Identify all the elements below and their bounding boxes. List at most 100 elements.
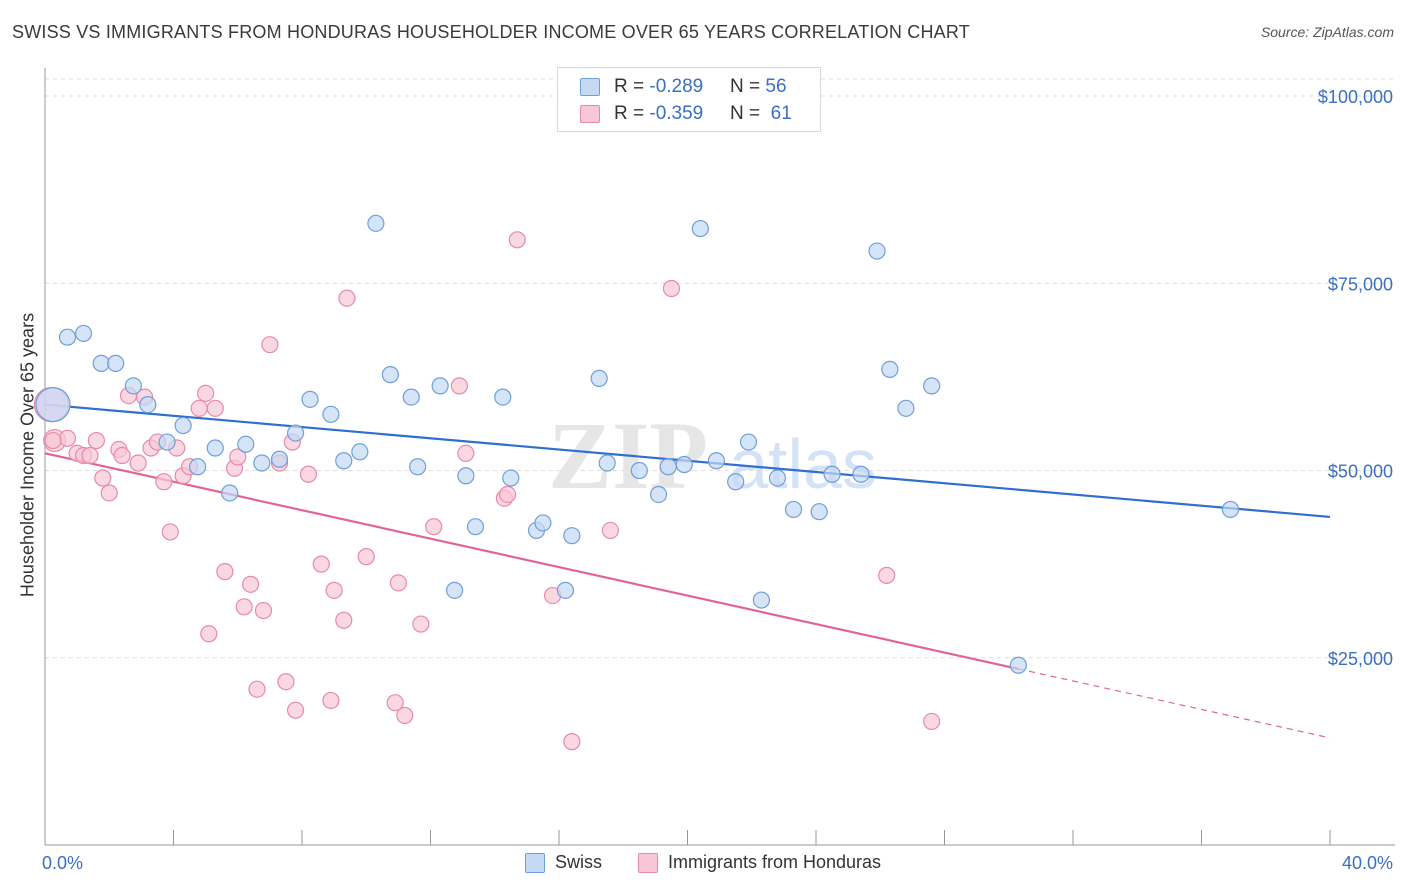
series-legend: Swiss Immigrants from Honduras [0,852,1406,873]
r-value: -0.359 [649,103,704,124]
swiss-point [675,455,693,474]
honduras-point [242,575,260,593]
swiss-point [598,454,616,472]
honduras-point [878,566,896,584]
swiss-swatch [524,852,545,873]
swiss-point [752,591,770,609]
honduras-point [235,598,253,616]
honduras-point [457,444,475,462]
honduras-point [248,680,266,698]
honduras-point [386,694,404,712]
honduras-point [261,336,279,354]
swiss-point [107,354,125,372]
swiss-point [707,452,726,470]
honduras-point [338,289,356,307]
y-tick-label: $50,000 [1328,462,1393,482]
swiss-point [188,458,207,476]
swiss-point [124,377,142,395]
axis-labels: $25,000 $50,000 $75,000 $100,000 0.0% 40.0% [42,87,1393,873]
swiss-point [139,395,157,414]
honduras-point [277,673,295,691]
swiss-point [158,433,176,451]
legend-row-swiss: R = -0.289 N = 56 [580,75,787,99]
y-tick-label: $25,000 [1328,649,1393,669]
n-label: N = [730,103,761,124]
honduras-point [229,448,247,466]
honduras-point [425,518,443,536]
correlation-legend: R = -0.289 N = 56 R = -0.359 N = 61 [557,67,821,132]
swiss-point [221,484,239,502]
swiss-point [253,454,271,472]
swiss-point [445,581,464,599]
honduras-point [601,521,620,540]
swiss-point [74,324,93,343]
swiss-point [852,465,870,483]
honduras-point [357,548,375,566]
honduras-point [200,625,218,643]
swiss-point [563,527,581,545]
honduras-point [450,377,469,395]
y-axis-label: Householder Income Over 65 years [17,312,38,598]
honduras-point [412,615,430,633]
honduras-point [94,469,112,487]
swiss-point [402,388,420,406]
swiss-point [556,581,575,599]
swiss-point [768,469,787,487]
swiss-point [335,452,353,470]
swiss-point [868,242,886,260]
swiss-point [381,366,399,384]
honduras-point [325,581,343,599]
r-label: R = [614,76,650,97]
n-value: 61 [765,103,792,124]
legend-item-swiss[interactable]: Swiss [524,852,602,873]
honduras-point [312,555,330,573]
swiss-point [237,435,255,453]
swiss-point [784,500,803,519]
honduras-point [286,701,305,719]
swiss-points [35,214,1240,674]
swiss-point [367,214,385,232]
swiss-point [351,443,369,461]
swiss-point [58,328,77,346]
honduras-point [396,706,414,725]
swiss-point [590,369,608,387]
swiss-point [92,354,110,372]
swiss-point [286,424,305,442]
honduras-point [499,485,517,504]
honduras-point [197,384,215,402]
honduras-point [161,523,179,541]
honduras-point [216,563,234,581]
source-label: Source: ZipAtlas.com [1260,24,1394,40]
swiss-point [881,360,899,378]
honduras-point [113,446,131,465]
honduras-point [44,431,62,450]
swiss-point [691,219,709,238]
swiss-point [35,386,71,423]
swiss-point [494,388,512,406]
legend-row-honduras: R = -0.359 N = 61 [580,102,792,126]
swiss-point [739,433,758,451]
swiss-point [659,458,677,476]
honduras-point [563,733,581,751]
honduras-point [254,601,273,620]
swiss-swatch [580,78,600,96]
legend-item-honduras[interactable]: Immigrants from Honduras [637,852,882,873]
swiss-point [727,473,745,491]
legend-label-honduras: Immigrants from Honduras [667,852,882,872]
honduras-point [58,429,77,447]
swiss-point [1221,500,1240,519]
swiss-point [1009,656,1027,674]
honduras-point [206,399,224,417]
honduras-point [81,446,99,465]
honduras-point [508,231,526,249]
honduras-point [129,454,147,472]
n-label: N = [730,76,761,97]
swiss-point [649,485,668,504]
honduras-point [299,465,318,483]
swiss-point [174,416,192,435]
swiss-point [630,461,648,480]
trend-line-extension [1018,668,1331,739]
honduras-swatch [580,105,600,123]
swiss-point [466,518,485,536]
